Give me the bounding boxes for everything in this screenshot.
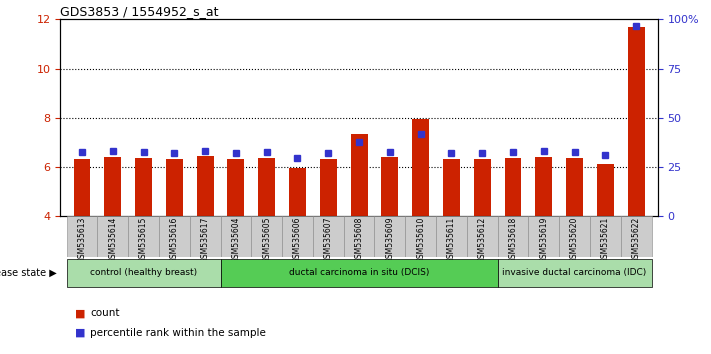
Bar <box>559 216 590 257</box>
Bar <box>220 259 498 287</box>
Bar <box>628 27 645 216</box>
Bar <box>405 216 436 257</box>
Bar <box>474 159 491 216</box>
Bar <box>190 216 220 257</box>
Text: GSM535605: GSM535605 <box>262 217 271 263</box>
Bar <box>467 216 498 257</box>
Text: ■: ■ <box>75 308 85 318</box>
Bar <box>505 158 521 216</box>
Text: GSM535615: GSM535615 <box>139 217 148 263</box>
Text: GSM535610: GSM535610 <box>416 217 425 263</box>
Bar <box>597 164 614 216</box>
Bar <box>343 216 375 257</box>
Bar <box>436 216 467 257</box>
Bar <box>535 157 552 216</box>
Text: percentile rank within the sample: percentile rank within the sample <box>90 328 266 338</box>
Bar <box>412 119 429 216</box>
Bar <box>197 156 213 216</box>
Text: GSM535607: GSM535607 <box>324 217 333 263</box>
Bar <box>228 159 245 216</box>
Bar <box>135 158 152 216</box>
Text: GDS3853 / 1554952_s_at: GDS3853 / 1554952_s_at <box>60 5 219 18</box>
Text: GSM535617: GSM535617 <box>201 217 210 263</box>
Bar <box>73 159 90 216</box>
Text: GSM535616: GSM535616 <box>170 217 179 263</box>
Bar <box>97 216 128 257</box>
Text: invasive ductal carcinoma (IDC): invasive ductal carcinoma (IDC) <box>503 268 647 278</box>
Text: GSM535611: GSM535611 <box>447 217 456 263</box>
Bar <box>381 157 398 216</box>
Bar <box>258 158 275 216</box>
Bar <box>159 216 190 257</box>
Text: control (healthy breast): control (healthy breast) <box>90 268 197 278</box>
Text: GSM535618: GSM535618 <box>508 217 518 263</box>
Bar <box>498 216 528 257</box>
Bar <box>566 158 583 216</box>
Text: GSM535604: GSM535604 <box>231 217 240 263</box>
Bar <box>67 216 97 257</box>
Bar <box>128 216 159 257</box>
Text: GSM535613: GSM535613 <box>77 217 87 263</box>
Text: GSM535621: GSM535621 <box>601 217 610 263</box>
Bar <box>166 159 183 216</box>
Text: GSM535608: GSM535608 <box>355 217 363 263</box>
Bar <box>621 216 651 257</box>
Bar <box>320 159 337 216</box>
Text: GSM535622: GSM535622 <box>631 217 641 263</box>
Bar <box>282 216 313 257</box>
Bar <box>375 216 405 257</box>
Text: GSM535606: GSM535606 <box>293 217 302 263</box>
Bar <box>443 159 460 216</box>
Text: GSM535609: GSM535609 <box>385 217 395 263</box>
Bar <box>105 157 122 216</box>
Bar <box>220 216 251 257</box>
Bar <box>251 216 282 257</box>
Text: GSM535620: GSM535620 <box>570 217 579 263</box>
Text: GSM535619: GSM535619 <box>539 217 548 263</box>
Text: disease state ▶: disease state ▶ <box>0 268 57 278</box>
Text: ductal carcinoma in situ (DCIS): ductal carcinoma in situ (DCIS) <box>289 268 429 278</box>
Bar <box>498 259 651 287</box>
Bar <box>528 216 559 257</box>
Text: ■: ■ <box>75 328 85 338</box>
Bar <box>313 216 343 257</box>
Bar <box>67 259 220 287</box>
Bar <box>590 216 621 257</box>
Text: count: count <box>90 308 119 318</box>
Text: GSM535612: GSM535612 <box>478 217 487 263</box>
Bar <box>351 134 368 216</box>
Text: GSM535614: GSM535614 <box>108 217 117 263</box>
Bar <box>289 168 306 216</box>
